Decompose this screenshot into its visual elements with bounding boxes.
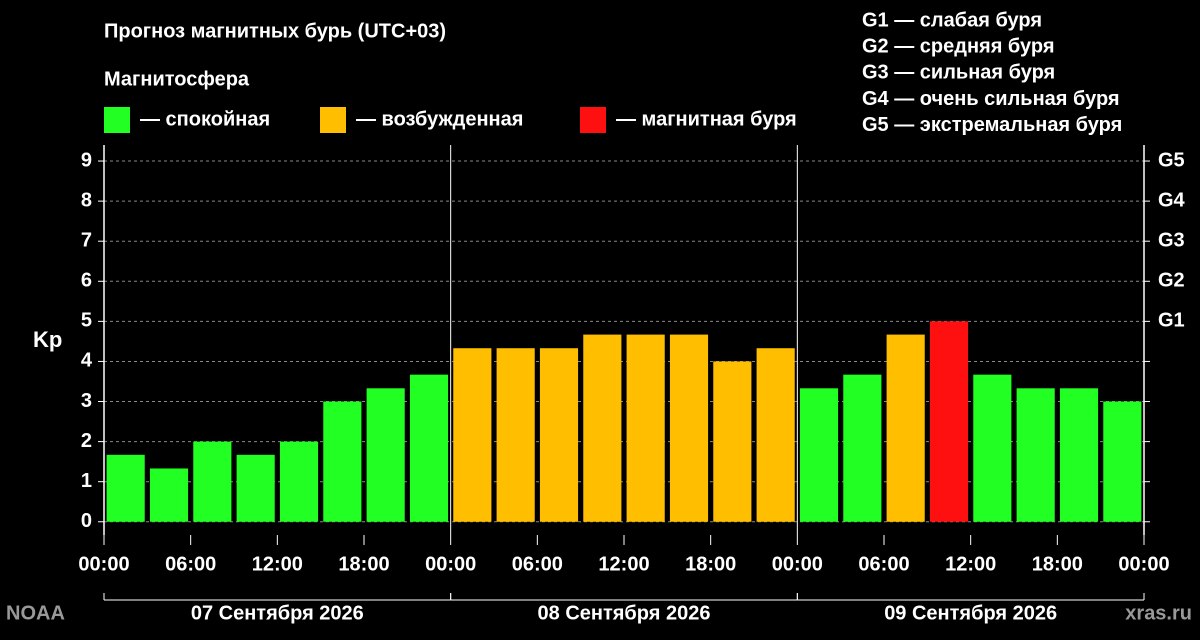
y-tick-label: 0 [81,510,92,532]
bar [799,388,839,522]
bar [149,468,189,522]
y2-tick-label: G5 [1158,149,1185,171]
bar [366,388,405,522]
x-tick-label: 18:00 [1032,553,1083,575]
source: NOAA [6,602,65,624]
bar [713,361,752,522]
day-label: 09 Сентября 2026 [884,602,1057,624]
bar [669,334,709,522]
scale-note: G2 — средняя буря [862,35,1055,57]
chart-title: Прогноз магнитных бурь (UTC+03) [104,20,446,42]
bar [626,334,665,522]
x-tick-label: 18:00 [338,553,389,575]
bar [1103,401,1142,522]
y2-tick-label: G1 [1158,310,1185,332]
legend-swatch [580,107,606,133]
chart-subtitle: Магнитосфера [104,68,250,90]
bar [323,401,362,522]
x-tick-label: 12:00 [945,553,996,575]
x-tick-label: 12:00 [598,553,649,575]
scale-note: G5 — экстремальная буря [862,114,1122,136]
x-tick-label: 00:00 [425,553,476,575]
y-tick-label: 4 [81,350,93,372]
scale-note: G4 — очень сильная буря [862,88,1120,110]
bar [193,441,232,522]
bar [973,374,1012,522]
bar [453,348,492,522]
bar [409,374,449,522]
bar [236,454,275,522]
y2-tick-label: G3 [1158,229,1185,251]
site: xras.ru [1125,602,1192,624]
y-tick-label: 8 [81,189,92,211]
x-tick-label: 00:00 [78,553,129,575]
x-tick-label: 00:00 [1118,553,1169,575]
bar [886,334,925,522]
bar [496,348,535,522]
x-tick-label: 18:00 [685,553,736,575]
bar [539,348,579,522]
legend-label: — магнитная буря [616,108,797,130]
bar [1016,388,1055,522]
y-tick-label: 9 [81,149,92,171]
scale-note: G3 — сильная буря [862,62,1055,84]
day-label: 07 Сентября 2026 [191,602,364,624]
legend-swatch [104,107,130,133]
y-axis-label: Kp [33,327,62,352]
y-tick-label: 5 [81,310,92,332]
x-tick-label: 06:00 [165,553,216,575]
x-tick-label: 06:00 [512,553,563,575]
legend-label: — возбужденная [356,108,523,130]
y-tick-label: 6 [81,270,92,292]
y-tick-label: 7 [81,229,92,251]
x-tick-label: 12:00 [252,553,303,575]
bar [1059,388,1099,522]
x-tick-label: 00:00 [772,553,823,575]
bar [929,321,969,522]
bar [756,348,795,522]
x-tick-label: 06:00 [858,553,909,575]
bar [583,334,622,522]
legend-label: — спокойная [140,108,270,130]
y-tick-label: 1 [81,470,92,492]
day-label: 08 Сентября 2026 [538,602,711,624]
y2-tick-label: G2 [1158,270,1185,292]
bar [279,441,319,522]
y-tick-label: 2 [81,430,92,452]
legend-swatch [320,107,346,133]
bar [843,374,882,522]
y2-tick-label: G4 [1158,189,1186,211]
bar [106,454,145,522]
scale-note: G1 — слабая буря [862,9,1042,31]
y-tick-label: 3 [81,390,92,412]
